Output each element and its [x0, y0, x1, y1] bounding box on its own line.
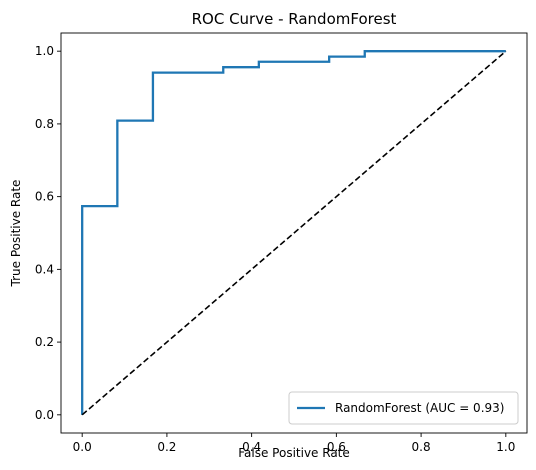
x-tick-label: 0.2: [157, 440, 176, 454]
legend: RandomForest (AUC = 0.93): [289, 392, 518, 424]
y-tick-label: 0.4: [35, 262, 54, 276]
y-tick-label: 0.8: [35, 117, 54, 131]
x-axis-label: False Positive Rate: [238, 446, 350, 460]
x-tick-label: 0.8: [412, 440, 431, 454]
x-tick-label: 1.0: [496, 440, 515, 454]
y-tick-label: 0.2: [35, 335, 54, 349]
y-tick-label: 1.0: [35, 44, 54, 58]
y-tick-label: 0.0: [35, 408, 54, 422]
legend-label: RandomForest (AUC = 0.93): [335, 401, 504, 415]
chart-title: ROC Curve - RandomForest: [192, 10, 397, 28]
y-tick-label: 0.6: [35, 190, 54, 204]
y-axis-label: True Positive Rate: [9, 180, 23, 288]
x-tick-label: 0.0: [73, 440, 92, 454]
